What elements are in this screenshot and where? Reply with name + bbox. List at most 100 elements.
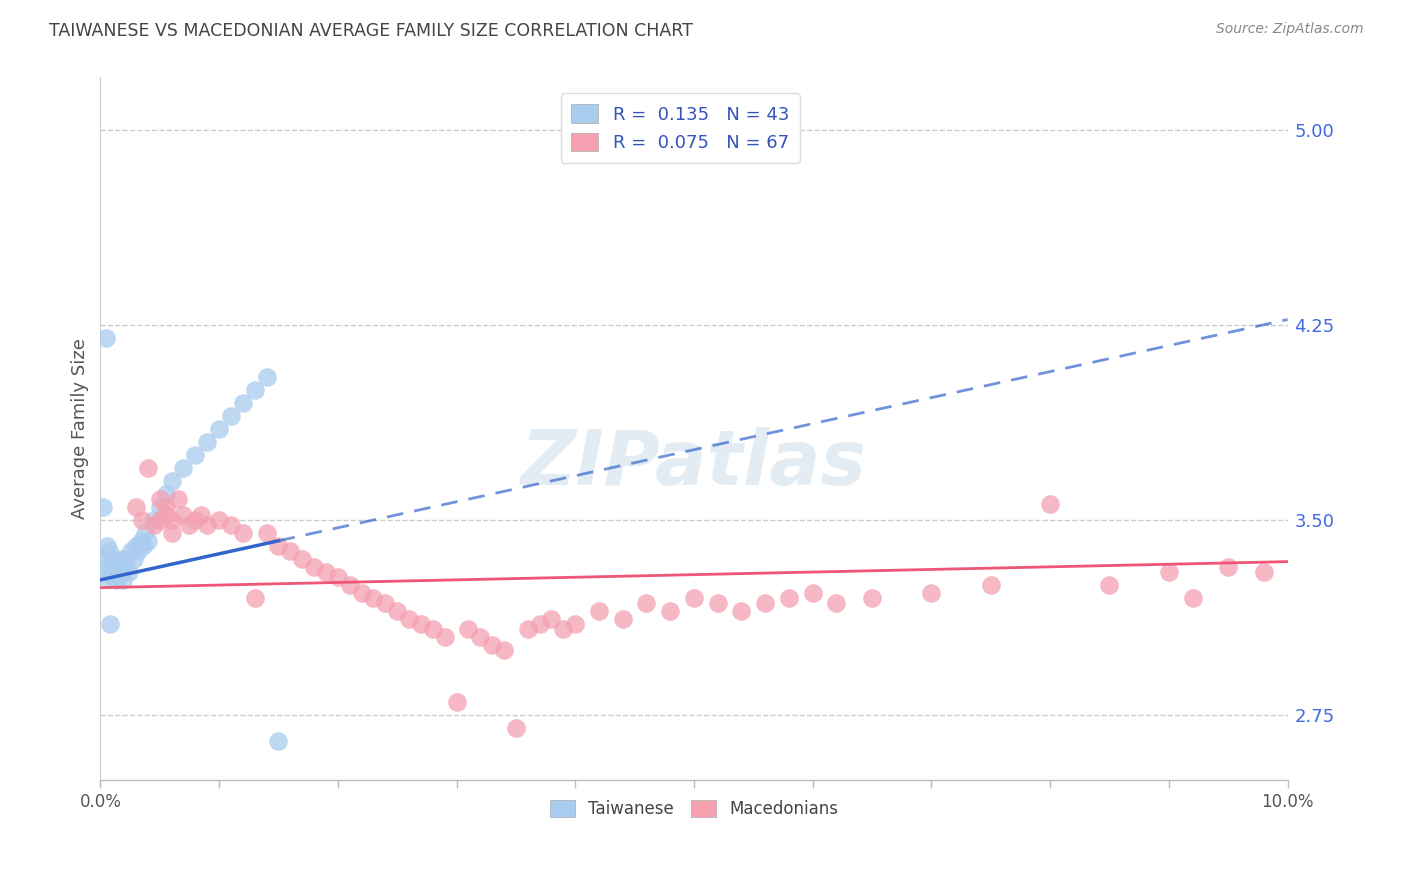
Point: [540, 612, 562, 626]
Point: [118, 565, 141, 579]
Point: [256, 369, 278, 384]
Point: [149, 500, 172, 514]
Point: [134, 526, 156, 541]
Point: [149, 492, 172, 507]
Point: [267, 539, 290, 553]
Point: [470, 630, 492, 644]
Point: [1181, 591, 1204, 605]
Point: [516, 623, 538, 637]
Text: ZIPatlas: ZIPatlas: [522, 427, 868, 501]
Point: [553, 623, 575, 637]
Point: [529, 617, 551, 632]
Point: [190, 508, 212, 522]
Point: [1253, 565, 1275, 579]
Point: [481, 638, 503, 652]
Point: [778, 591, 800, 605]
Point: [149, 513, 172, 527]
Point: [1098, 578, 1121, 592]
Point: [291, 552, 314, 566]
Point: [1039, 497, 1062, 511]
Point: [612, 612, 634, 626]
Point: [132, 539, 155, 553]
Point: [160, 474, 183, 488]
Point: [136, 461, 159, 475]
Point: [129, 533, 152, 548]
Point: [104, 573, 127, 587]
Point: [980, 578, 1002, 592]
Point: [131, 513, 153, 527]
Point: [125, 539, 148, 553]
Point: [155, 500, 177, 514]
Y-axis label: Average Family Size: Average Family Size: [72, 338, 89, 519]
Point: [219, 518, 242, 533]
Point: [730, 604, 752, 618]
Point: [315, 565, 337, 579]
Point: [110, 552, 132, 566]
Point: [101, 552, 124, 566]
Point: [195, 518, 218, 533]
Point: [125, 500, 148, 514]
Point: [422, 623, 444, 637]
Point: [111, 565, 134, 579]
Point: [142, 513, 165, 527]
Point: [195, 434, 218, 449]
Point: [93, 570, 115, 584]
Point: [398, 612, 420, 626]
Point: [127, 544, 149, 558]
Point: [564, 617, 586, 632]
Point: [98, 617, 121, 632]
Point: [104, 559, 127, 574]
Point: [588, 604, 610, 618]
Point: [267, 734, 290, 748]
Point: [100, 565, 122, 579]
Point: [94, 552, 117, 566]
Point: [374, 596, 396, 610]
Point: [96, 539, 118, 553]
Point: [1157, 565, 1180, 579]
Point: [160, 513, 183, 527]
Point: [111, 573, 134, 587]
Point: [243, 383, 266, 397]
Text: Source: ZipAtlas.com: Source: ZipAtlas.com: [1216, 22, 1364, 37]
Point: [179, 518, 201, 533]
Point: [122, 552, 145, 566]
Point: [172, 461, 194, 475]
Point: [115, 552, 138, 566]
Point: [433, 630, 456, 644]
Point: [446, 695, 468, 709]
Point: [155, 487, 177, 501]
Point: [920, 586, 942, 600]
Point: [302, 559, 325, 574]
Point: [754, 596, 776, 610]
Point: [706, 596, 728, 610]
Point: [97, 544, 120, 558]
Point: [825, 596, 848, 610]
Point: [208, 513, 231, 527]
Point: [172, 508, 194, 522]
Point: [326, 570, 349, 584]
Point: [108, 570, 131, 584]
Point: [409, 617, 432, 632]
Point: [1218, 559, 1240, 574]
Point: [160, 526, 183, 541]
Point: [457, 623, 479, 637]
Text: TAIWANESE VS MACEDONIAN AVERAGE FAMILY SIZE CORRELATION CHART: TAIWANESE VS MACEDONIAN AVERAGE FAMILY S…: [49, 22, 693, 40]
Point: [219, 409, 242, 423]
Point: [256, 526, 278, 541]
Point: [232, 396, 254, 410]
Point: [801, 586, 824, 600]
Point: [659, 604, 682, 618]
Point: [505, 721, 527, 735]
Point: [350, 586, 373, 600]
Point: [103, 570, 125, 584]
Point: [363, 591, 385, 605]
Point: [636, 596, 658, 610]
Point: [184, 513, 207, 527]
Point: [232, 526, 254, 541]
Point: [184, 448, 207, 462]
Point: [136, 533, 159, 548]
Point: [492, 643, 515, 657]
Point: [107, 565, 129, 579]
Legend: Taiwanese, Macedonians: Taiwanese, Macedonians: [543, 793, 845, 825]
Point: [142, 518, 165, 533]
